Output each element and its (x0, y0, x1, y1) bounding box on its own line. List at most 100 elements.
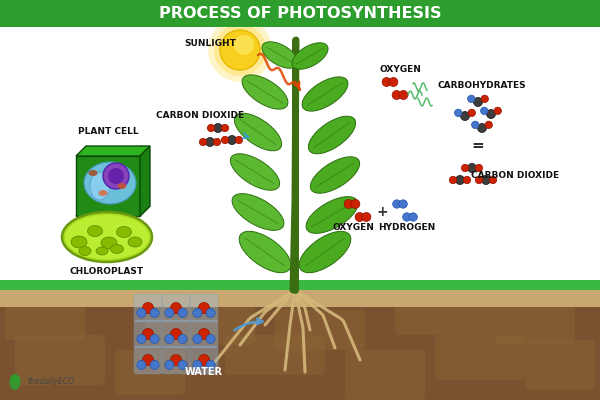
Circle shape (351, 200, 360, 208)
Circle shape (473, 98, 482, 106)
Circle shape (494, 107, 502, 114)
FancyBboxPatch shape (5, 300, 85, 340)
Circle shape (475, 176, 483, 184)
FancyBboxPatch shape (0, 288, 600, 400)
FancyBboxPatch shape (15, 335, 105, 385)
Text: CHLOROPLAST: CHLOROPLAST (70, 266, 144, 276)
Circle shape (463, 176, 470, 184)
Circle shape (481, 95, 488, 102)
Circle shape (389, 78, 398, 86)
Text: thedailyECO: thedailyECO (28, 378, 75, 386)
Ellipse shape (230, 154, 280, 190)
Ellipse shape (299, 231, 351, 273)
Ellipse shape (110, 244, 124, 254)
Circle shape (487, 110, 496, 118)
Circle shape (208, 18, 272, 82)
FancyBboxPatch shape (0, 285, 600, 307)
FancyBboxPatch shape (275, 310, 365, 350)
Polygon shape (76, 156, 140, 216)
Ellipse shape (242, 75, 288, 109)
Circle shape (208, 124, 215, 132)
Ellipse shape (101, 237, 117, 249)
Circle shape (481, 107, 488, 114)
Circle shape (455, 176, 464, 184)
Text: WATER: WATER (185, 367, 223, 377)
Circle shape (170, 354, 182, 366)
FancyBboxPatch shape (145, 300, 255, 345)
Circle shape (213, 138, 221, 146)
Circle shape (409, 213, 418, 221)
Ellipse shape (232, 194, 284, 230)
Text: PLANT CELL: PLANT CELL (77, 128, 139, 136)
Circle shape (461, 164, 469, 172)
Ellipse shape (84, 162, 136, 204)
Circle shape (478, 124, 487, 132)
Circle shape (193, 334, 202, 344)
FancyBboxPatch shape (495, 300, 575, 345)
Ellipse shape (71, 236, 87, 248)
Circle shape (150, 360, 159, 370)
Circle shape (137, 308, 146, 318)
Text: CARBOHYDRATES: CARBOHYDRATES (437, 80, 526, 90)
Circle shape (199, 302, 209, 314)
Ellipse shape (88, 226, 103, 236)
Circle shape (382, 78, 391, 86)
Circle shape (392, 200, 401, 208)
Circle shape (399, 200, 407, 208)
Circle shape (214, 24, 266, 76)
Text: HYDROGEN: HYDROGEN (379, 224, 436, 232)
Ellipse shape (10, 374, 20, 390)
Circle shape (103, 163, 129, 189)
Circle shape (150, 334, 159, 344)
FancyBboxPatch shape (134, 320, 162, 348)
Circle shape (467, 164, 476, 172)
Ellipse shape (65, 215, 149, 259)
Circle shape (205, 138, 215, 146)
Ellipse shape (262, 42, 298, 68)
Ellipse shape (96, 247, 108, 255)
Circle shape (137, 360, 146, 370)
Ellipse shape (79, 246, 91, 256)
Ellipse shape (98, 190, 107, 196)
Circle shape (143, 354, 154, 366)
Circle shape (143, 328, 154, 340)
Ellipse shape (310, 157, 359, 193)
FancyBboxPatch shape (162, 346, 190, 374)
Circle shape (455, 109, 462, 116)
Ellipse shape (90, 172, 110, 200)
Circle shape (220, 30, 260, 70)
Text: OXYGEN: OXYGEN (379, 66, 421, 74)
Ellipse shape (89, 170, 97, 176)
Circle shape (143, 302, 154, 314)
Circle shape (137, 334, 146, 344)
FancyBboxPatch shape (225, 335, 325, 375)
Text: CARBON DIOXIDE: CARBON DIOXIDE (471, 172, 559, 180)
Circle shape (178, 334, 187, 344)
Circle shape (199, 354, 209, 366)
FancyBboxPatch shape (525, 340, 595, 390)
Circle shape (467, 95, 475, 102)
Circle shape (206, 360, 215, 370)
Circle shape (206, 334, 215, 344)
Circle shape (355, 212, 364, 222)
Circle shape (227, 136, 236, 144)
Circle shape (344, 200, 353, 208)
Circle shape (468, 109, 475, 116)
Text: CARBON DIOXIDE: CARBON DIOXIDE (156, 110, 244, 120)
Circle shape (165, 308, 174, 318)
Ellipse shape (62, 212, 152, 262)
Circle shape (472, 121, 479, 128)
Text: OXYGEN: OXYGEN (332, 224, 374, 232)
Text: PROCESS OF PHOTOSYNTHESIS: PROCESS OF PHOTOSYNTHESIS (159, 6, 441, 22)
FancyBboxPatch shape (115, 350, 185, 395)
Circle shape (150, 308, 159, 318)
Circle shape (221, 124, 229, 132)
Polygon shape (76, 146, 150, 156)
Circle shape (461, 112, 470, 120)
Text: +: + (376, 205, 388, 219)
Circle shape (485, 121, 493, 128)
Circle shape (193, 308, 202, 318)
Circle shape (108, 168, 124, 184)
Ellipse shape (292, 43, 328, 69)
FancyBboxPatch shape (395, 297, 495, 335)
